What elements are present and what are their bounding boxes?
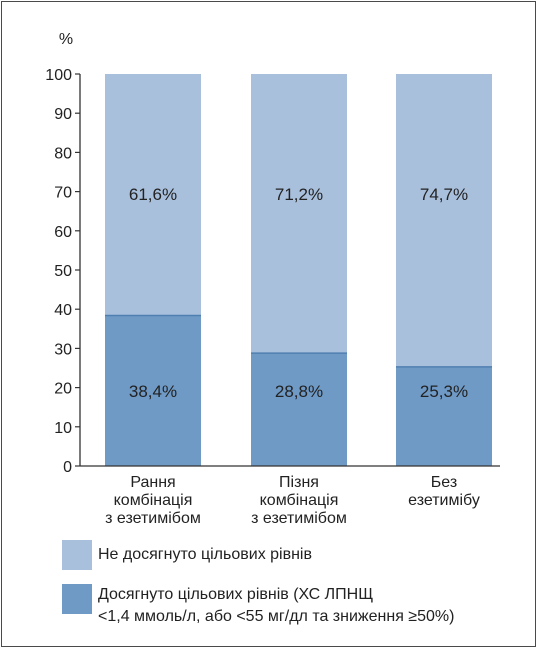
y-axis-unit-label: % <box>59 31 73 48</box>
y-tick-label: 10 <box>54 420 72 437</box>
legend-label-achieved: Досягнуто цільових рівнів (ХС ЛПНЩ <1,4 … <box>98 584 454 628</box>
legend-label-line: Не досягнуто цільових рівнів <box>98 546 312 563</box>
stacked-bar-chart: %010203040506070809010061,6%38,4%Ранняко… <box>45 31 500 527</box>
y-tick-label: 30 <box>54 341 72 358</box>
y-tick-label: 20 <box>54 381 72 398</box>
y-tick-label: 100 <box>45 67 72 84</box>
y-tick-label: 60 <box>54 224 72 241</box>
y-tick-label: 0 <box>63 459 72 476</box>
data-label-not-achieved: 61,6% <box>129 185 177 204</box>
bar-segment-achieved <box>396 366 492 466</box>
x-category-label: Пізня <box>279 474 319 491</box>
data-label-not-achieved: 74,7% <box>420 185 468 204</box>
x-category-label: Рання <box>130 474 175 491</box>
x-category-label: з езетимібом <box>251 510 347 527</box>
legend-item-achieved: Досягнуто цільових рівнів (ХС ЛПНЩ <1,4 … <box>62 584 532 625</box>
legend-label-line: Досягнуто цільових рівнів (ХС ЛПНЩ <box>98 586 374 603</box>
bar-segment-achieved <box>251 353 347 466</box>
y-tick-label: 90 <box>54 106 72 123</box>
x-category-label: Без <box>431 474 457 491</box>
x-category-label: з езетимібом <box>105 510 201 527</box>
legend-swatch-not-achieved <box>62 540 92 570</box>
legend: Не досягнуто цільових рівнів Досягнуто ц… <box>62 538 532 630</box>
y-tick-label: 40 <box>54 302 72 319</box>
bar-segment-not-achieved <box>396 74 492 367</box>
bar-segment-not-achieved <box>105 74 201 316</box>
y-tick-label: 70 <box>54 185 72 202</box>
data-label-achieved: 38,4% <box>129 382 177 401</box>
legend-label-line: <1,4 ммоль/л, або <55 мг/дл та зниження … <box>98 608 455 625</box>
data-label-achieved: 25,3% <box>420 382 468 401</box>
legend-label-not-achieved: Не досягнуто цільових рівнів <box>98 544 312 566</box>
legend-item-not-achieved: Не досягнуто цільових рівнів <box>62 538 532 578</box>
x-category-label: комбінація <box>260 492 339 509</box>
y-tick-label: 50 <box>54 263 72 280</box>
data-label-achieved: 28,8% <box>275 382 323 401</box>
bar-segment-not-achieved <box>251 74 347 354</box>
x-category-label: езетимібу <box>408 492 480 509</box>
data-label-not-achieved: 71,2% <box>275 185 323 204</box>
legend-swatch-achieved <box>62 584 92 614</box>
bar-segment-achieved <box>105 315 201 466</box>
y-tick-label: 80 <box>54 145 72 162</box>
x-category-label: комбінація <box>114 492 193 509</box>
